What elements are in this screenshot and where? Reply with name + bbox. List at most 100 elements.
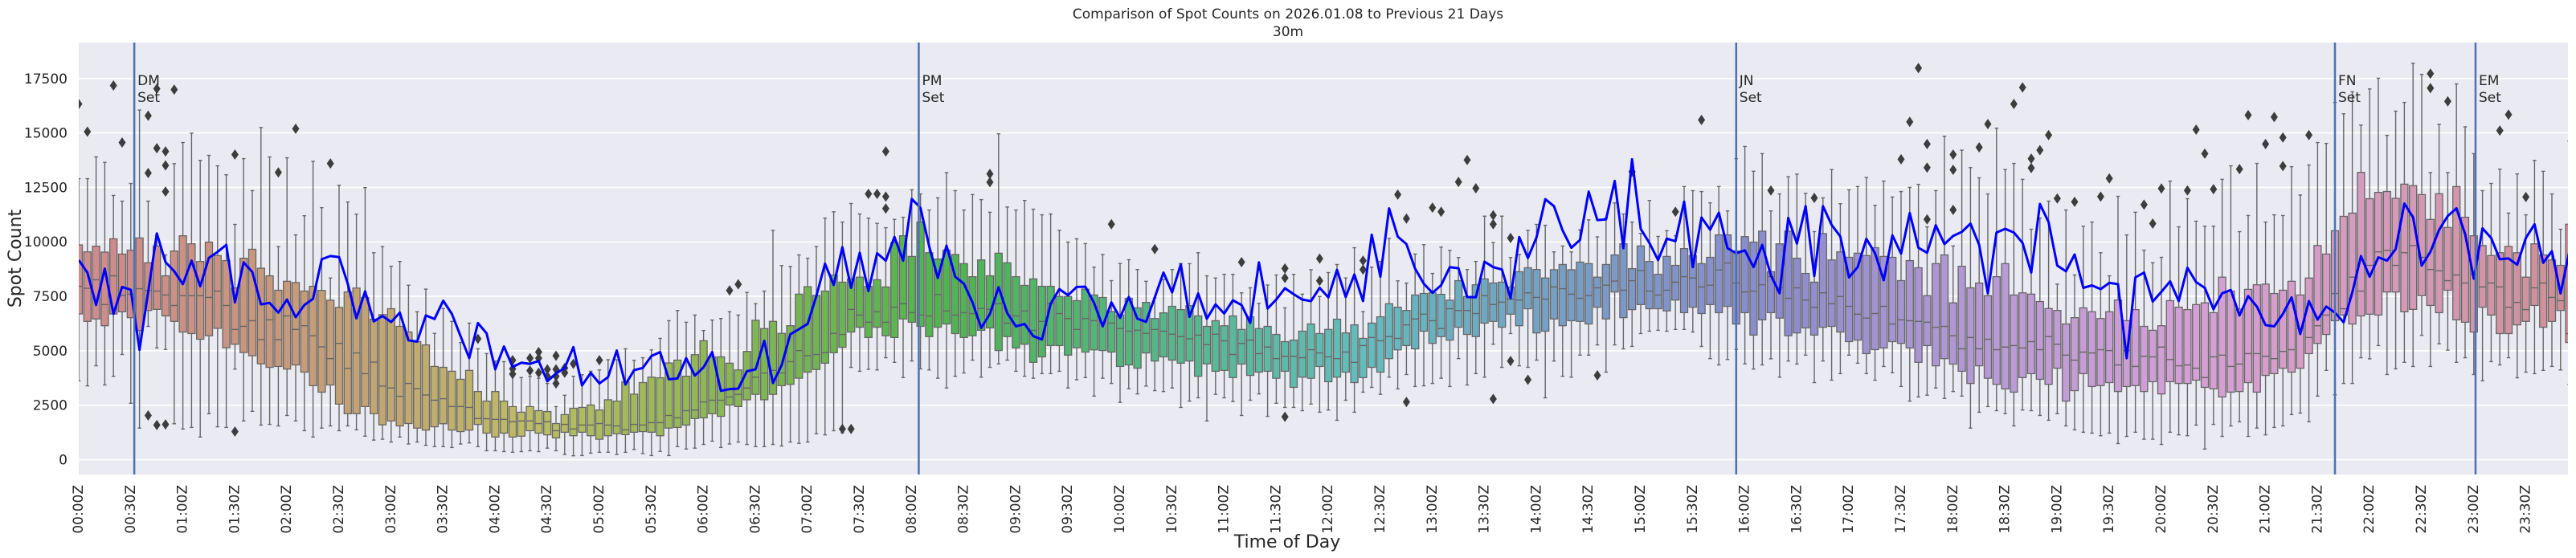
box-268 <box>2400 101 2409 363</box>
box-87 <box>829 211 838 432</box>
box-174 <box>1584 219 1593 356</box>
box-iqr <box>517 411 525 437</box>
box-iqr <box>1662 255 1671 312</box>
box-iqr <box>1576 261 1584 322</box>
box-iqr <box>864 285 873 338</box>
box-iqr <box>786 325 795 385</box>
box-172 <box>1567 251 1576 378</box>
box-131 <box>1211 277 1220 395</box>
box-30 <box>334 185 344 432</box>
box-iqr <box>2165 299 2174 383</box>
box-iqr <box>1090 294 1098 351</box>
y-tick-label: 5000 <box>33 344 67 360</box>
box-iqr <box>1003 262 1012 337</box>
box-42 <box>439 308 448 447</box>
x-tick-label: 02:30Z <box>331 485 347 534</box>
box-2 <box>92 156 100 367</box>
box-190 <box>1723 210 1732 360</box>
box-iqr <box>803 286 812 373</box>
box-iqr <box>1072 299 1082 348</box>
box-68 <box>664 320 673 457</box>
box-iqr <box>2365 198 2374 315</box>
box-27 <box>309 161 317 438</box>
box-iqr <box>1462 295 1472 336</box>
x-tick-label: 05:00Z <box>591 485 607 534</box>
x-tick-label: 15:30Z <box>1685 485 1701 534</box>
box-iqr <box>300 290 309 373</box>
box-iqr <box>1619 243 1628 319</box>
box-iqr <box>1489 282 1498 322</box>
box-198 <box>1793 173 1801 365</box>
outlier-point <box>1315 275 1323 287</box>
box-70 <box>681 321 691 450</box>
event-label-set: Set <box>2479 90 2501 106</box>
box-iqr <box>2460 216 2470 324</box>
box-iqr <box>725 362 734 406</box>
outlier-point <box>1507 356 1515 367</box>
x-tick-label: 16:00Z <box>1737 485 1753 534</box>
x-tick-label: 19:30Z <box>2101 485 2117 534</box>
box-180 <box>1636 232 1646 335</box>
box-iqr <box>256 267 265 365</box>
box-iqr <box>2487 255 2496 316</box>
box-82 <box>786 266 795 443</box>
box-128 <box>1185 263 1194 402</box>
outlier-point <box>865 189 873 200</box>
outlier-point <box>1489 218 1497 230</box>
box-iqr <box>2209 312 2218 390</box>
box-213 <box>1923 226 1932 396</box>
box-iqr <box>1506 286 1515 315</box>
box-165 <box>1506 257 1515 335</box>
box-162 <box>1480 215 1489 378</box>
box-158 <box>1445 250 1454 388</box>
box-iqr <box>760 328 769 401</box>
outlier-point <box>734 279 742 290</box>
box-283 <box>2530 160 2539 375</box>
event-label-name: JN <box>1739 73 1754 89</box>
box-251 <box>2252 162 2261 429</box>
box-200 <box>1809 230 1819 384</box>
box-iqr <box>1332 318 1342 378</box>
box-iqr <box>231 287 239 345</box>
outlier-point <box>1281 411 1289 422</box>
box-iqr <box>2400 183 2409 312</box>
box-iqr <box>1359 337 1368 378</box>
current-day-series <box>79 157 2568 393</box>
box-iqr <box>1871 246 1879 351</box>
box-114 <box>1064 241 1073 389</box>
box-iqr <box>1437 293 1445 337</box>
box-102 <box>959 209 968 374</box>
box-iqr <box>448 370 456 431</box>
outlier-point <box>2522 191 2530 202</box>
outlier-point <box>1593 370 1601 381</box>
box-126 <box>1167 269 1176 389</box>
box-iqr <box>977 259 986 332</box>
box-253 <box>2270 214 2279 429</box>
box-56 <box>560 394 569 455</box>
box-iqr <box>222 259 231 348</box>
y-tick-label: 2500 <box>33 398 67 414</box>
box-259 <box>2322 142 2331 372</box>
outlier-point <box>1107 218 1115 230</box>
outlier-point <box>1949 164 1957 175</box>
box-211 <box>1905 186 1914 402</box>
box-183 <box>1662 230 1671 332</box>
box-iqr <box>1020 284 1029 345</box>
box-iqr <box>2140 325 2149 393</box>
box-43 <box>448 320 456 449</box>
outlier-point <box>1151 243 1159 255</box>
box-iqr <box>2435 193 2443 314</box>
box-iqr <box>1229 315 1237 378</box>
box-21 <box>256 127 265 426</box>
box-iqr <box>1723 234 1732 308</box>
box-108 <box>1012 209 1020 373</box>
box-208 <box>1879 180 1888 368</box>
outlier-point <box>1402 213 1410 224</box>
outlier-point <box>2279 132 2287 143</box>
box-144 <box>1324 271 1333 411</box>
box-0 <box>79 177 84 382</box>
box-181 <box>1645 199 1654 332</box>
box-iqr <box>1081 288 1090 353</box>
box-iqr <box>1801 272 1810 329</box>
outlier-point <box>1237 256 1245 267</box>
